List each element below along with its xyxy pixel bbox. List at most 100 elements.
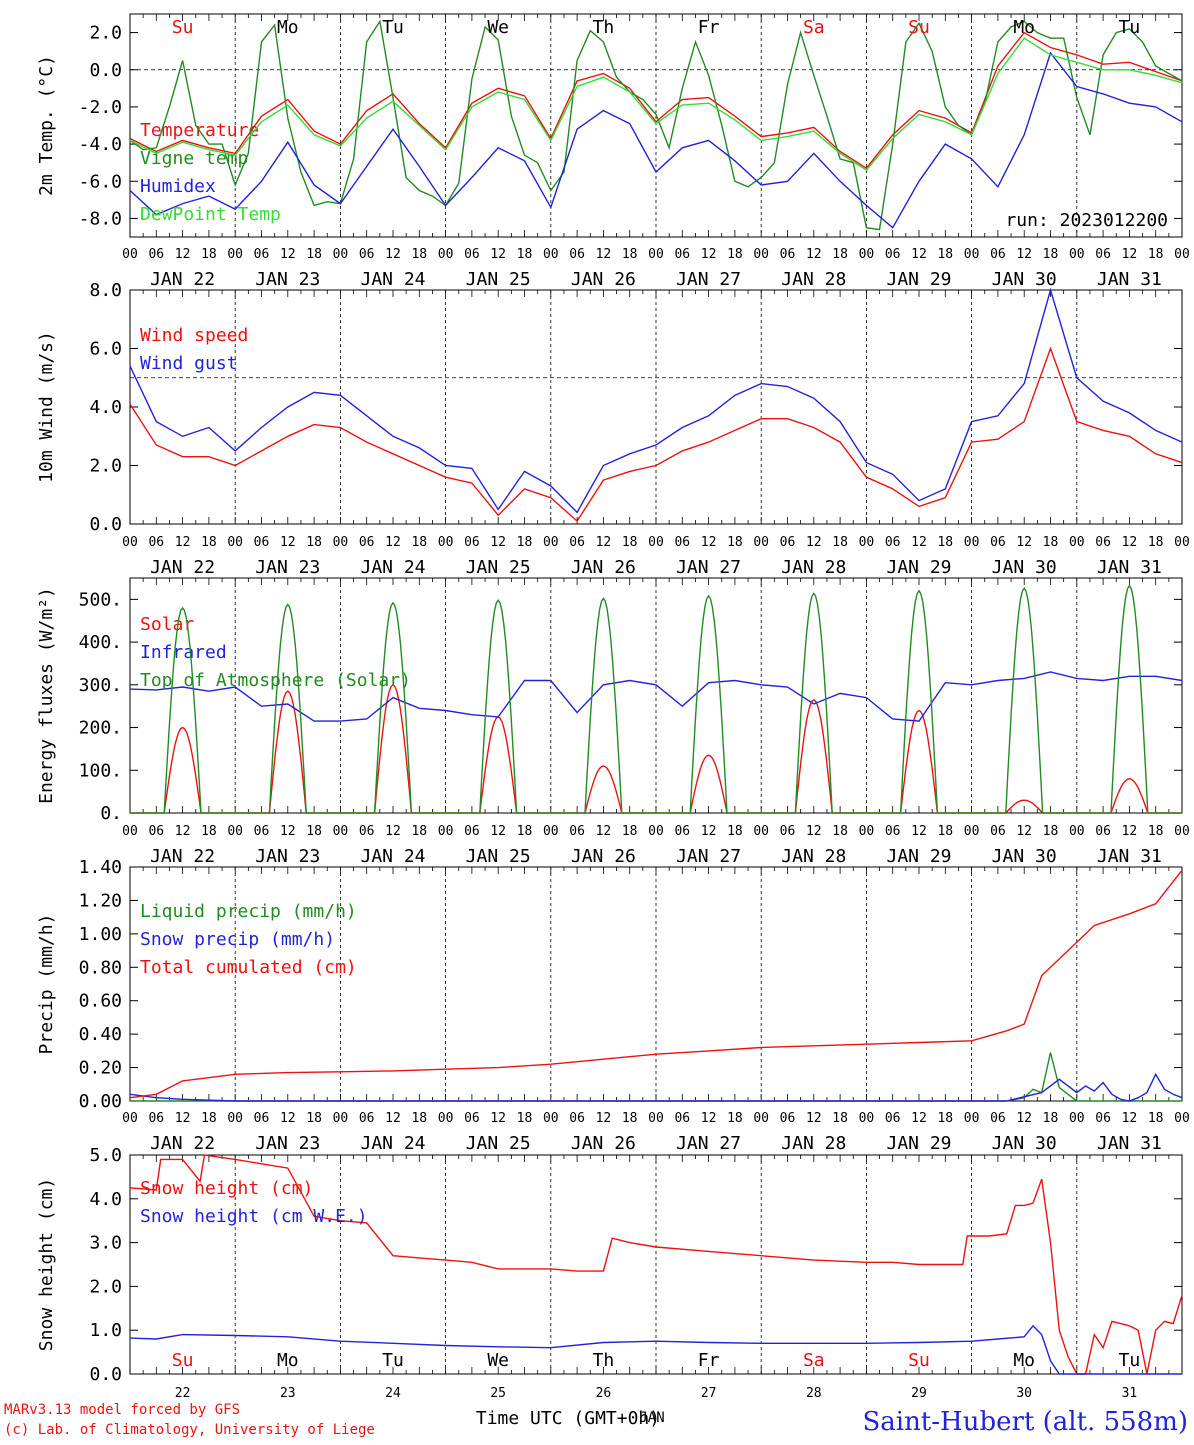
hour-label: 12 [1122,247,1138,262]
hour-label: 12 [911,247,927,262]
hour-label: 00 [753,535,769,550]
hour-label: 06 [464,247,480,262]
hour-label: 12 [596,535,612,550]
date-label: JAN 22 [150,269,215,290]
hour-label: 12 [385,535,401,550]
hour-label: 06 [569,1111,585,1126]
hour-label: 18 [201,535,217,550]
y-tick-label: 2.0 [89,456,122,477]
hour-label: 00 [964,1111,980,1126]
date-label: JAN 31 [1097,557,1162,578]
hour-label: 00 [1069,247,1085,262]
hour-label: 12 [701,824,717,839]
legend-entry: Snow precip (mm/h) [140,929,335,950]
hour-label: 18 [622,824,638,839]
hour-label: 12 [701,1111,717,1126]
hour-label: 06 [254,824,270,839]
y-axis-title: Precip (mm/h) [36,914,57,1055]
date-label: JAN 31 [1097,269,1162,290]
legend-entry: Snow height (cm) [140,1178,313,1199]
weekday-label-bottom: Mo [277,1350,299,1371]
date-label: JAN 29 [886,846,951,867]
day-number-label: 31 [1122,1386,1138,1401]
date-label: JAN 25 [466,557,531,578]
hour-label: 06 [148,824,164,839]
hour-label: 12 [806,535,822,550]
series-line-humidex [129,51,1183,229]
weekday-label-bottom: Th [593,1350,615,1371]
weekday-label-bottom: Tu [382,1350,404,1371]
hour-label: 00 [333,1111,349,1126]
hour-label: 06 [885,1111,901,1126]
hour-label: 00 [1174,247,1190,262]
hour-label: 06 [569,247,585,262]
hour-label: 06 [254,535,270,550]
hour-label: 06 [148,1111,164,1126]
day-number-label: 26 [596,1386,612,1401]
y-tick-label: 0.0 [89,514,122,535]
hour-label: 06 [990,824,1006,839]
hour-label: 06 [464,1111,480,1126]
hour-label: 12 [1016,535,1032,550]
hour-label: 18 [622,535,638,550]
weekday-label-bottom: Mo [1013,1350,1035,1371]
panel-3: 500. 400. 300. 200. 100. 0. Energy fluxes (W/m… [36,577,1190,867]
date-label: JAN 23 [255,557,320,578]
hour-label: 00 [753,824,769,839]
hour-label: 12 [806,247,822,262]
hour-label: 18 [411,247,427,262]
hour-label: 06 [674,247,690,262]
day-number-label: 30 [1016,1386,1032,1401]
hour-label: 06 [990,247,1006,262]
hour-label: 18 [1043,247,1059,262]
legend-entry: Vigne temp [140,148,248,169]
hour-label: 06 [780,247,796,262]
hour-label: 18 [937,247,953,262]
hour-label: 18 [517,824,533,839]
hour-label: 12 [911,824,927,839]
day-number-label: 22 [175,1386,191,1401]
hour-label: 18 [517,1111,533,1126]
hour-label: 00 [333,247,349,262]
date-label: JAN 23 [255,1133,320,1154]
hour-label: 18 [411,535,427,550]
hour-label: 18 [832,1111,848,1126]
weekday-label-top: Fr [698,17,720,38]
hour-label: 00 [227,824,243,839]
credit-model: MARv3.13 model forced by GFS [4,1402,240,1418]
credit-lab: (c) Lab. of Climatology, University of L… [4,1422,375,1438]
hour-label: 18 [1043,535,1059,550]
date-label: JAN 30 [992,1133,1057,1154]
hour-label: 00 [543,1111,559,1126]
hour-label: 00 [648,247,664,262]
hour-label: 12 [490,1111,506,1126]
panel-1: 2.00.0-2.0-4.0-6.0-8.02m Temp. (°C) Tempe… [36,13,1190,290]
y-tick-label: 2.0 [89,1276,122,1297]
date-label: JAN 24 [360,557,425,578]
panel-4: 1.40 1.20 1.00 0.80 0.60 0.40 0.20 0.00 Precip (… [36,857,1190,1154]
hour-label: 00 [859,247,875,262]
legend-entry: Snow height (cm W.E.) [140,1206,368,1227]
hour-label: 12 [1122,1111,1138,1126]
y-tick-label: 4.0 [89,1189,122,1210]
hour-label: 12 [280,824,296,839]
hour-label: 18 [411,1111,427,1126]
date-label: JAN 24 [360,846,425,867]
hour-label: 06 [569,535,585,550]
hour-label: 18 [306,824,322,839]
x-axis-label: Time UTC (GMT+0h) [476,1408,660,1429]
date-label: JAN 25 [466,846,531,867]
hour-label: 00 [859,1111,875,1126]
series-line-snow-precip-mm-h- [129,1072,1183,1102]
date-label: JAN 27 [676,557,741,578]
hour-label: 00 [122,535,138,550]
day-number-label: 24 [385,1386,401,1401]
weekday-label-top: We [487,17,509,38]
hour-label: 06 [990,1111,1006,1126]
hour-label: 06 [359,824,375,839]
y-tick-label: 6.0 [89,339,122,360]
hour-label: 12 [701,247,717,262]
y-tick-label: 200. [79,718,122,739]
series-line-temperature [129,31,1183,170]
